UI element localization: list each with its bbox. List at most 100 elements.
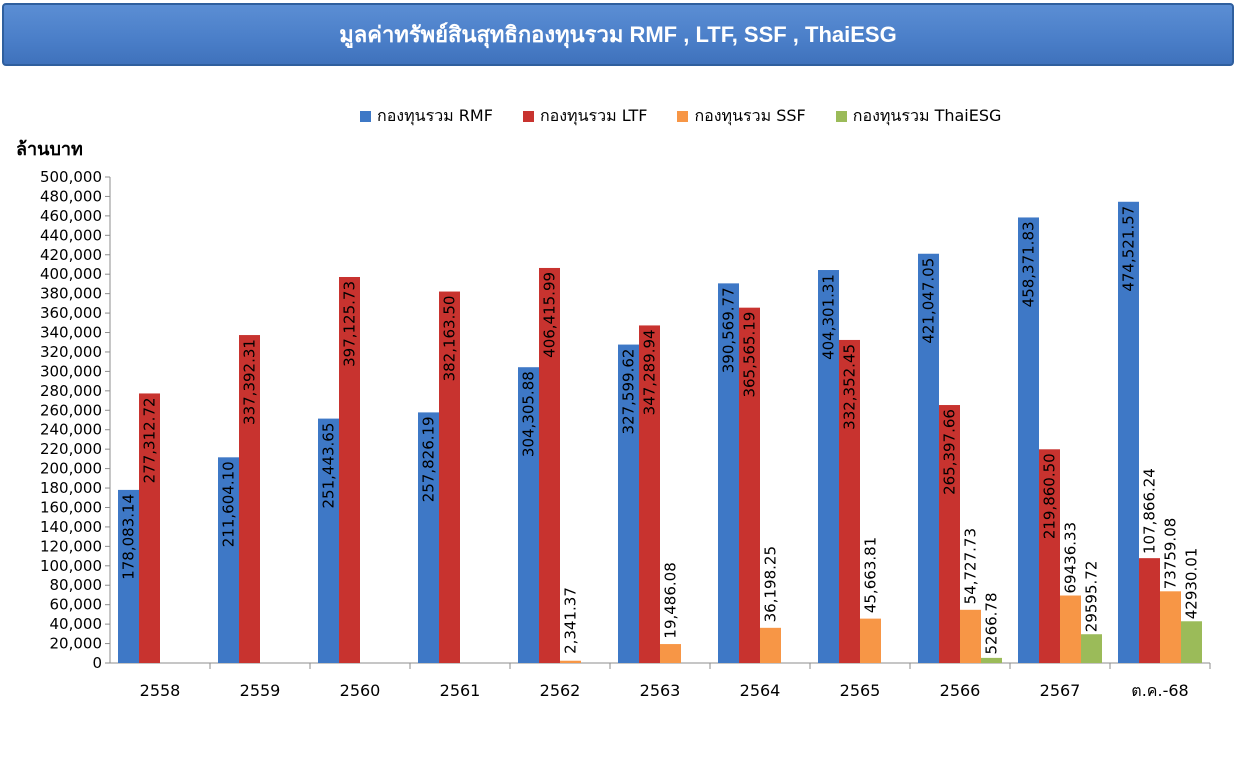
- y-tick-label: 40,000: [50, 615, 103, 633]
- bar-rmf: [418, 412, 439, 663]
- y-tick-label: 100,000: [40, 557, 102, 575]
- data-label-ltf: 277,312.72: [141, 397, 159, 483]
- data-label-rmf: 421,047.05: [920, 258, 938, 344]
- data-label-ssf: 2,341.37: [562, 587, 580, 654]
- x-tick-label: 2563: [640, 681, 681, 700]
- legend-item-ssf: กองทุนรวม SSF: [677, 104, 806, 129]
- legend-label-thaiesg: กองทุนรวม ThaiESG: [852, 105, 1002, 125]
- bar-rmf: [618, 344, 639, 663]
- bar-rmf: [818, 270, 839, 663]
- y-tick-label: 200,000: [40, 460, 102, 478]
- y-tick-label: 60,000: [50, 596, 103, 614]
- y-tick-label: 220,000: [40, 440, 102, 458]
- bar-rmf: [318, 418, 339, 663]
- y-tick-label: 0: [92, 654, 102, 672]
- bar-ltf: [939, 405, 960, 663]
- y-tick-label: 500,000: [40, 168, 102, 186]
- data-label-rmf: 178,083.14: [120, 494, 138, 580]
- data-label-ltf: 265,397.66: [941, 409, 959, 495]
- data-label-ssf: 45,663.81: [862, 537, 880, 613]
- chart-title: มูลค่าทรัพย์สินสุทธิกองทุนรวม RMF , LTF,…: [339, 22, 897, 47]
- legend-item-rmf: กองทุนรวม RMF: [360, 104, 493, 129]
- y-tick-label: 120,000: [40, 537, 102, 555]
- x-tick-label: ต.ค.-68: [1131, 681, 1188, 700]
- x-tick-label: 2558: [140, 681, 181, 700]
- chart-legend: กองทุนรวม RMF กองทุนรวม LTF กองทุนรวม SS…: [360, 104, 1031, 128]
- data-label-rmf: 257,826.19: [420, 416, 438, 502]
- data-label-rmf: 458,371.83: [1020, 221, 1038, 307]
- data-label-ltf: 219,860.50: [1041, 453, 1059, 539]
- data-label-ltf: 406,415.99: [541, 272, 559, 358]
- y-axis-unit-label: ล้านบาท: [16, 139, 83, 160]
- bar-rmf: [518, 367, 539, 663]
- data-label-ssf: 36,198.25: [762, 546, 780, 622]
- x-tick-label: 2566: [940, 681, 981, 700]
- y-tick-label: 460,000: [40, 207, 102, 225]
- bar-ssf: [760, 627, 781, 663]
- bar-thaiesg: [981, 657, 1002, 663]
- y-tick-label: 360,000: [40, 304, 102, 322]
- bar-rmf: [718, 283, 739, 663]
- y-tick-label: 160,000: [40, 498, 102, 516]
- y-tick-label: 240,000: [40, 421, 102, 439]
- bar-ltf: [439, 291, 460, 663]
- bar-ssf: [1060, 595, 1081, 663]
- x-tick-label: 2565: [840, 681, 881, 700]
- y-tick-label: 80,000: [50, 576, 103, 594]
- y-tick-label: 260,000: [40, 401, 102, 419]
- data-label-ssf: 54,727.73: [962, 528, 980, 604]
- bar-ltf: [1039, 449, 1060, 663]
- y-tick-label: 320,000: [40, 343, 102, 361]
- legend-swatch-thaiesg: [835, 110, 847, 122]
- bar-ssf: [660, 644, 681, 663]
- bar-ltf: [339, 276, 360, 663]
- bar-ltf: [639, 325, 660, 663]
- y-tick-label: 180,000: [40, 479, 102, 497]
- y-tick-label: 420,000: [40, 246, 102, 264]
- data-label-ssf: 69436.33: [1062, 522, 1080, 594]
- x-tick-label: 2559: [240, 681, 281, 700]
- data-label-rmf: 304,305.88: [520, 371, 538, 457]
- data-label-rmf: 211,604.10: [220, 461, 238, 547]
- bar-ssf: [1160, 591, 1181, 663]
- bar-thaiesg: [1081, 634, 1102, 663]
- data-label-rmf: 474,521.57: [1120, 206, 1138, 292]
- data-label-ssf: 73759.08: [1162, 518, 1180, 590]
- data-label-ltf: 107,866.24: [1141, 468, 1159, 554]
- data-label-rmf: 404,301.31: [820, 274, 838, 360]
- y-tick-label: 440,000: [40, 226, 102, 244]
- bar-ltf: [739, 307, 760, 663]
- legend-swatch-rmf: [360, 110, 371, 122]
- bar-ltf: [239, 335, 260, 663]
- bar-thaiesg: [1181, 621, 1202, 663]
- bar-ltf: [139, 393, 160, 663]
- data-label-ltf: 397,125.73: [341, 281, 359, 367]
- data-label-thaiesg: 29595.72: [1083, 561, 1101, 633]
- legend-label-rmf: กองทุนรวม RMF: [377, 105, 493, 125]
- y-tick-label: 480,000: [40, 187, 102, 205]
- data-label-ssf: 19,486.08: [662, 562, 680, 638]
- y-tick-label: 140,000: [40, 518, 102, 536]
- data-label-ltf: 382,163.50: [441, 296, 459, 382]
- data-label-ltf: 365,565.19: [741, 312, 759, 398]
- data-label-rmf: 251,443.65: [320, 423, 338, 509]
- y-tick-label: 400,000: [40, 265, 102, 283]
- bar-ltf: [839, 339, 860, 663]
- data-label-thaiesg: 42930.01: [1183, 548, 1201, 620]
- y-tick-label: 340,000: [40, 324, 102, 342]
- x-tick-label: 2561: [440, 681, 481, 700]
- y-tick-label: 300,000: [40, 362, 102, 380]
- y-tick-label: 280,000: [40, 382, 102, 400]
- legend-swatch-ssf: [677, 110, 689, 122]
- bar-ssf: [960, 609, 981, 663]
- bar-rmf: [918, 253, 939, 664]
- legend-label-ssf: กองทุนรวม SSF: [694, 105, 806, 125]
- legend-item-ltf: กองทุนรวม LTF: [522, 104, 648, 129]
- data-label-ltf: 347,289.94: [641, 329, 659, 415]
- legend-label-ltf: กองทุนรวม LTF: [539, 105, 648, 125]
- chart-title-banner: มูลค่าทรัพย์สินสุทธิกองทุนรวม RMF , LTF,…: [2, 3, 1234, 66]
- x-tick-label: 2560: [340, 681, 381, 700]
- bar-ssf: [560, 660, 581, 663]
- legend-swatch-ltf: [522, 110, 534, 122]
